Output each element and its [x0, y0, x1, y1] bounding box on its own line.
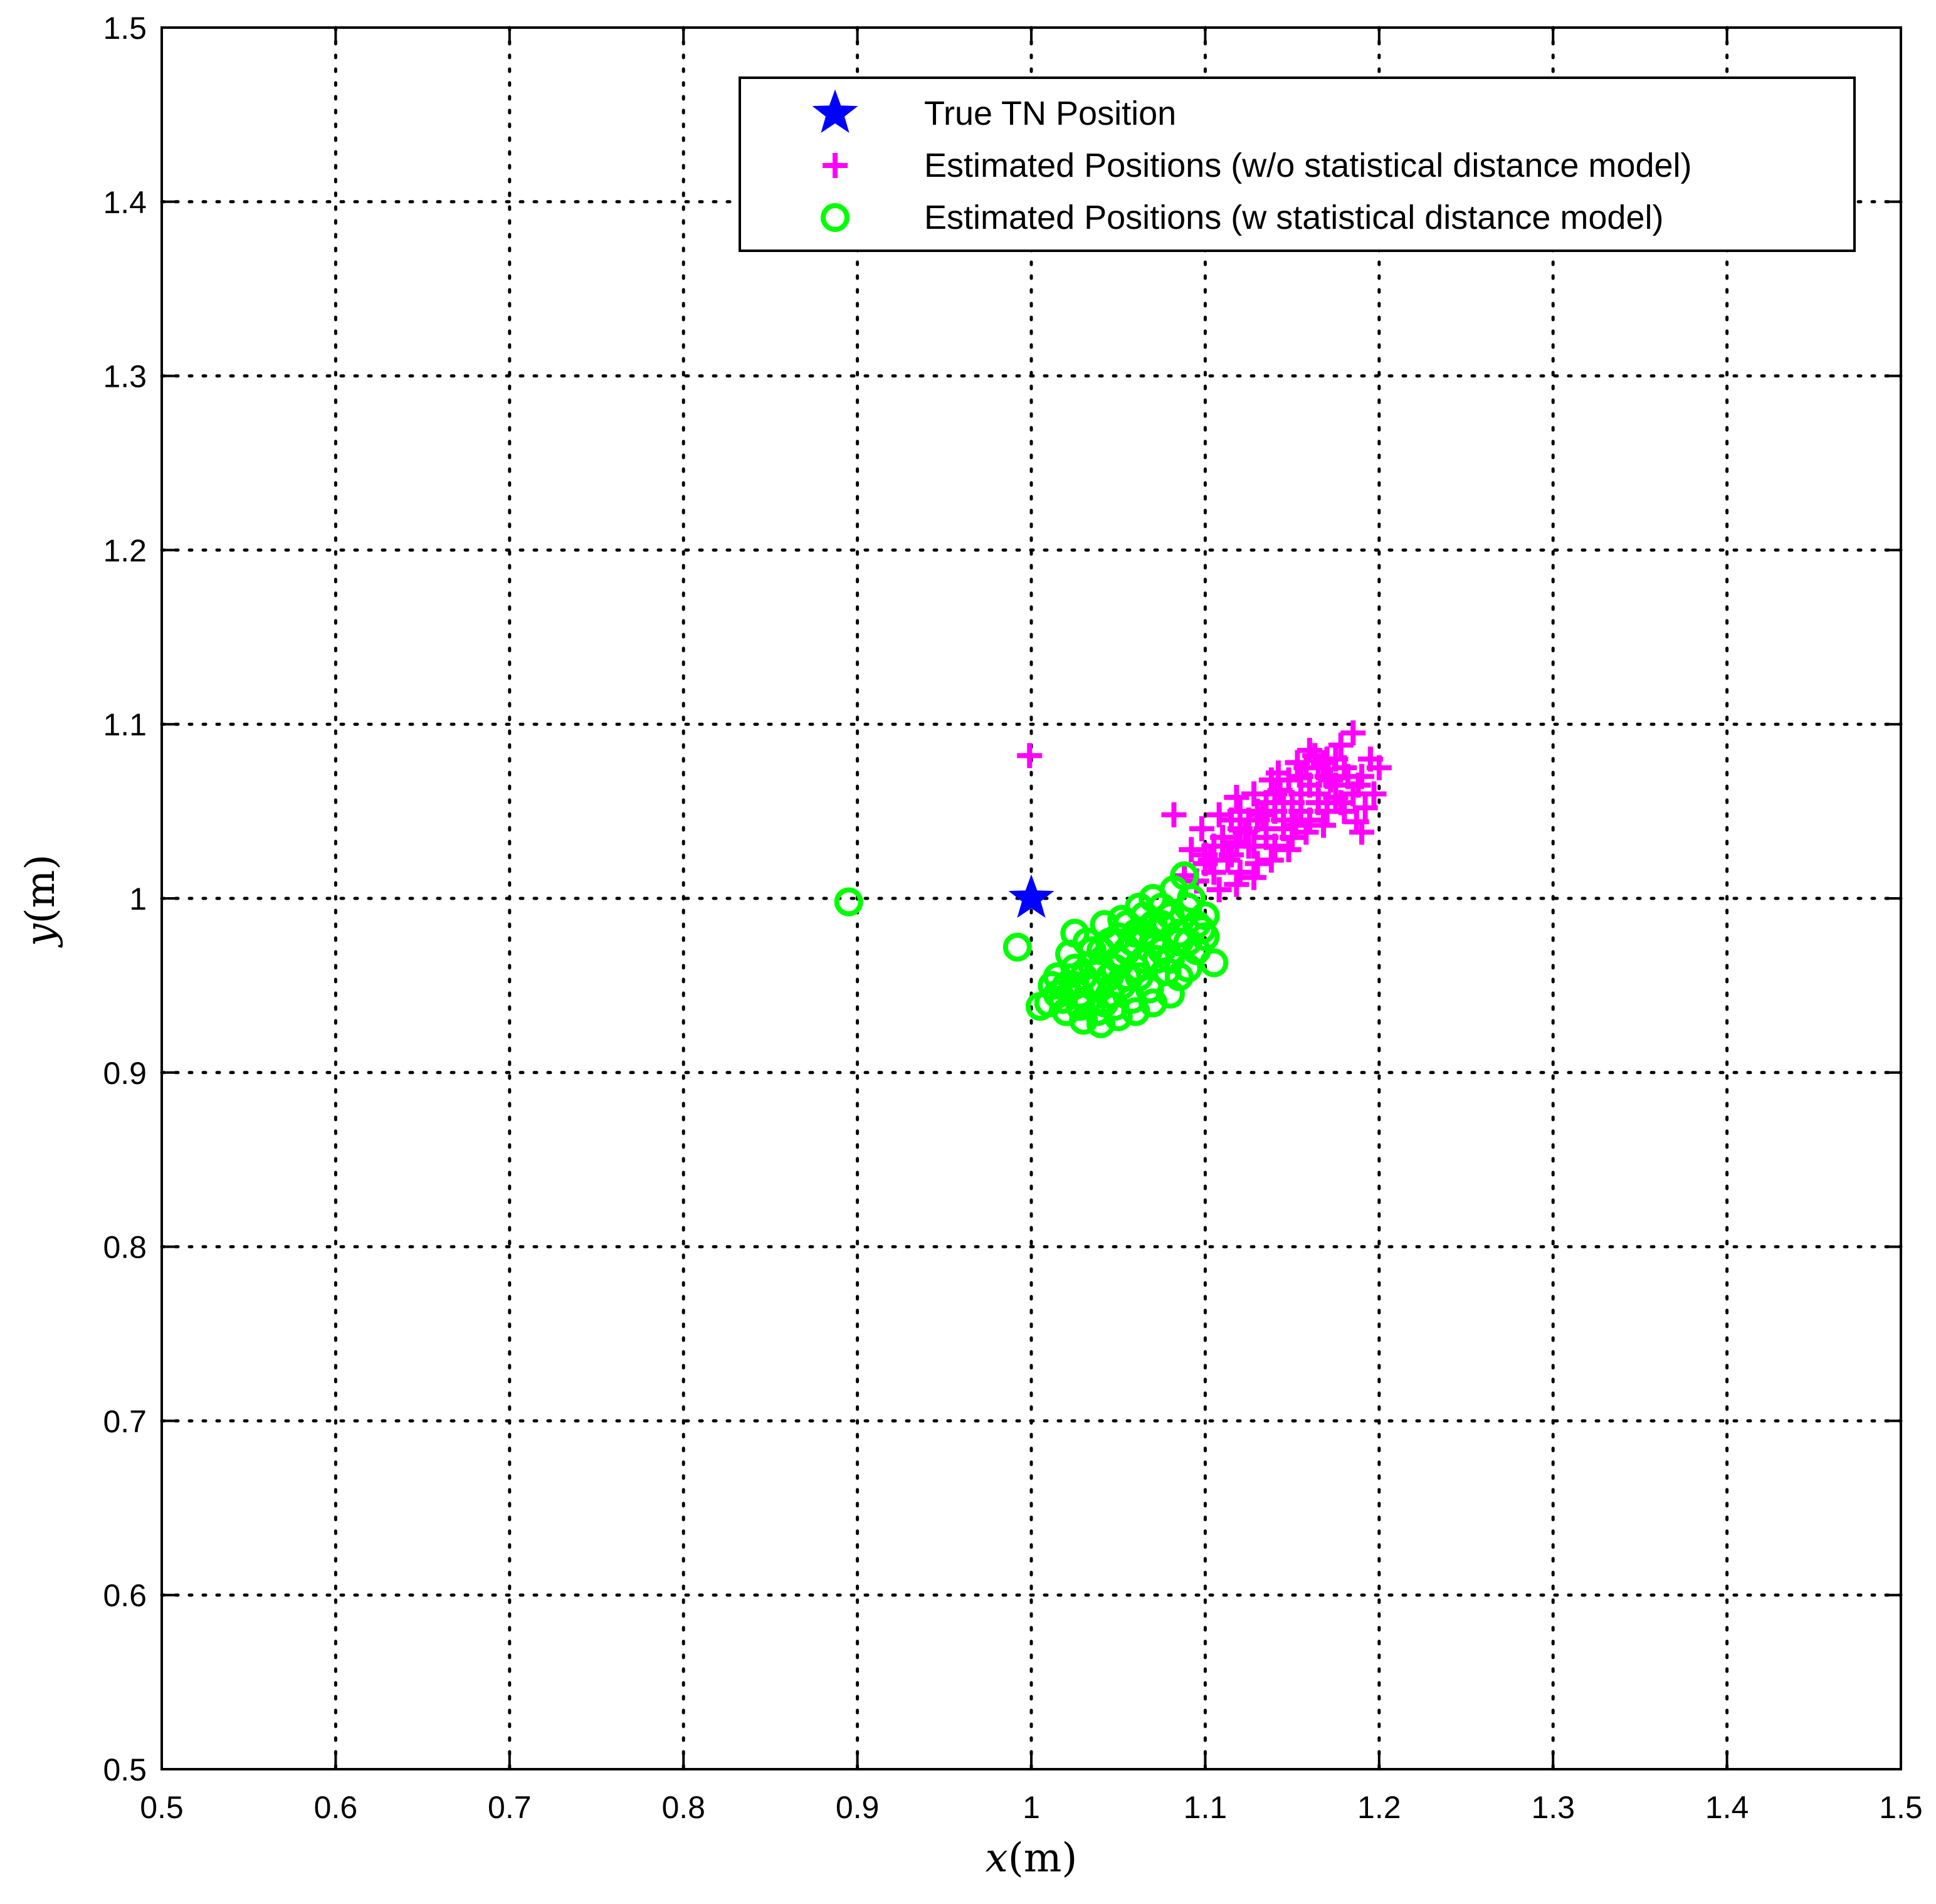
estimate-without-model-marker	[1276, 837, 1302, 863]
estimate-without-model-marker	[1206, 877, 1232, 903]
y-tick-label: 0.9	[103, 1056, 147, 1091]
data-series	[834, 720, 1392, 1039]
estimate-with-model-marker	[1095, 962, 1124, 992]
estimate-without-model-marker	[1206, 802, 1232, 828]
y-tick-label: 0.5	[103, 1752, 147, 1787]
estimate-without-model-marker	[1352, 795, 1378, 821]
x-tick-label: 0.6	[314, 1790, 358, 1825]
estimate-without-model-marker	[1241, 865, 1267, 890]
estimate-without-model-marker	[1297, 737, 1322, 763]
estimate-without-model-marker	[1244, 851, 1270, 876]
legend-label-estimated-with-model: Estimated Positions (w statistical dista…	[924, 199, 1663, 236]
estimate-without-model-marker	[1258, 847, 1284, 873]
estimate-without-model-marker	[1328, 790, 1354, 816]
estimate-without-model-marker	[1197, 847, 1223, 873]
estimate-without-model-marker	[1017, 743, 1043, 769]
legend: True TN Position Estimated Positions (w/…	[739, 76, 1856, 252]
estimate-without-model-marker	[1241, 833, 1267, 859]
estimate-with-model-marker	[1086, 936, 1115, 965]
estimate-with-model-marker	[1002, 932, 1032, 962]
estimate-without-model-marker	[1283, 813, 1308, 838]
x-tick-label: 1	[1023, 1790, 1040, 1825]
estimate-without-model-marker	[1271, 816, 1297, 841]
estimate-without-model-marker	[1328, 732, 1354, 758]
estimate-without-model-marker	[1340, 720, 1366, 746]
estimate-with-model-marker	[1100, 992, 1130, 1021]
estimate-with-model-marker	[1155, 945, 1185, 974]
legend-markers	[812, 89, 858, 232]
estimate-without-model-marker	[1323, 784, 1349, 810]
series-estimate-with-model	[834, 861, 1229, 1039]
legend-label-true-position: True TN Position	[924, 95, 1176, 132]
estimate-without-model-marker	[1311, 813, 1337, 838]
estimate-without-model-marker	[1179, 837, 1204, 863]
axis-ticks: 0.5 0.6 0.7 0.8 0.9 1 1.1 1.2 1.3 1.4 1.5 0.5 0.6 0.7…	[103, 11, 1922, 1825]
x-tick-label: 1.1	[1184, 1790, 1228, 1825]
estimate-with-model-marker	[1117, 985, 1147, 1014]
estimate-with-model-marker	[1121, 954, 1150, 983]
estimate-without-model-marker	[1285, 750, 1310, 776]
estimate-with-model-marker	[834, 887, 863, 917]
estimate-without-model-marker	[1192, 851, 1218, 876]
estimate-with-model-marker	[1152, 957, 1182, 986]
estimate-without-model-marker	[1265, 760, 1291, 786]
estimate-with-model-marker	[1083, 997, 1112, 1026]
y-tick-label: 1.1	[103, 707, 147, 742]
estimate-with-model-marker	[1187, 915, 1216, 945]
x-tick-label: 0.7	[488, 1790, 532, 1825]
y-tick-label: 1.2	[103, 533, 147, 568]
y-tick-label: 1.5	[103, 11, 147, 46]
legend-box	[739, 76, 1856, 252]
estimate-without-model-marker	[1357, 746, 1383, 772]
estimate-without-model-marker	[1201, 833, 1227, 859]
estimate-without-model-marker	[1241, 781, 1267, 807]
x-tick-label: 0.9	[836, 1790, 880, 1825]
x-axis-label: x(m)	[986, 1835, 1078, 1881]
y-tick-label: 0.7	[103, 1404, 147, 1439]
x-tick-label: 0.5	[140, 1790, 184, 1825]
estimate-without-model-marker	[1227, 860, 1253, 885]
legend-label-estimated-without-model: Estimated Positions (w/o statistical dis…	[924, 147, 1692, 184]
estimate-without-model-marker	[1305, 790, 1331, 816]
x-tick-label: 1.2	[1357, 1790, 1401, 1825]
estimate-without-model-marker	[1302, 743, 1328, 769]
estimate-without-model-marker	[1161, 802, 1187, 828]
estimate-with-model-marker	[1191, 901, 1220, 930]
legend-estimate-with-model-marker	[821, 203, 850, 232]
estimate-with-model-marker	[1043, 962, 1072, 992]
y-axis-label: y(m)	[18, 855, 64, 949]
estimate-without-model-marker	[1249, 802, 1275, 828]
y-tick-label: 1.3	[103, 359, 147, 394]
legend-true-position-marker	[812, 89, 858, 134]
x-tick-label: 1.3	[1531, 1790, 1575, 1825]
x-tick-label: 1.4	[1705, 1790, 1749, 1825]
estimate-without-model-marker	[1224, 830, 1249, 856]
estimate-with-model-marker	[1112, 910, 1142, 939]
estimate-without-model-marker	[1189, 816, 1214, 841]
estimate-without-model-marker	[1224, 784, 1249, 810]
y-tick-label: 1.4	[103, 185, 147, 220]
estimate-without-model-marker	[1288, 781, 1313, 807]
x-tick-label: 1.5	[1879, 1790, 1923, 1825]
y-tick-label: 1	[129, 881, 147, 917]
estimate-without-model-marker	[1335, 764, 1360, 789]
estimate-without-model-marker	[1219, 807, 1244, 833]
estimate-without-model-marker	[1344, 809, 1369, 834]
estimate-without-model-marker	[1224, 871, 1249, 897]
legend-estimate-without-model-marker	[823, 153, 848, 178]
estimate-without-model-marker	[1318, 767, 1344, 793]
true-position-marker	[1008, 874, 1055, 918]
x-tick-label: 0.8	[661, 1790, 705, 1825]
series-true-position	[1008, 874, 1055, 918]
y-tick-label: 0.6	[103, 1578, 147, 1613]
series-estimate-without-model	[1017, 720, 1392, 903]
y-tick-label: 0.8	[103, 1230, 147, 1265]
